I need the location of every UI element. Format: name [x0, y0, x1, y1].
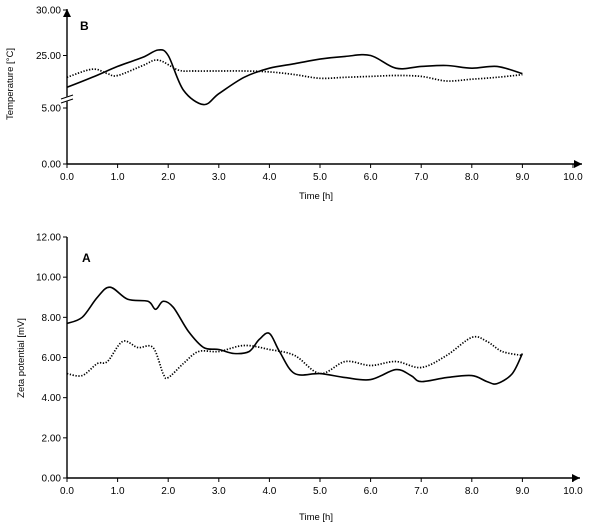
chart-b-x-tick-label-7: 7.0 — [414, 172, 428, 183]
chart-a-y-tick-label-0: 0.00 — [42, 474, 62, 485]
chart-b-y-tick-label-1: 5.00 — [42, 104, 62, 115]
chart-a-x-tick-label-0: 0.0 — [60, 486, 74, 497]
chart-b-y-tick-label-3: 30.00 — [36, 6, 61, 17]
chart-a-x-tick-label-6: 6.0 — [364, 486, 378, 497]
chart-a-x-tick-label-7: 7.0 — [414, 486, 428, 497]
chart-a-x-tick-label-9: 9.0 — [515, 486, 529, 497]
chart-b-panel-label: B — [80, 19, 89, 33]
chart-b: 0.0 1.0 2.0 3.0 4.0 5.0 6.0 7.0 8.0 9.0 10.0 0.00 5… — [5, 6, 583, 203]
chart-b-x-tick-label-5: 5.0 — [313, 172, 327, 183]
chart-b-x-tick-label-1: 1.0 — [111, 172, 125, 183]
chart-a-x-tick-label-10: 10.0 — [563, 486, 583, 497]
chart-a-y-tick-label-4: 8.00 — [42, 313, 62, 324]
chart-a-x-tick-label-1: 1.0 — [111, 486, 125, 497]
chart-b-x-tick-label-6: 6.0 — [364, 172, 378, 183]
chart-b-y-tick-label-2: 25.00 — [36, 51, 61, 62]
chart-a-y-tick-label-6: 12.00 — [36, 233, 61, 244]
chart-b-x-tick-label-2: 2.0 — [161, 172, 175, 183]
chart-b-x-axis-label: Time [h] — [299, 191, 333, 202]
chart-a-y-tick-label-5: 10.00 — [36, 273, 61, 284]
chart-b-x-tick-label-0: 0.0 — [60, 172, 74, 183]
chart-a: 0.0 1.0 2.0 3.0 4.0 5.0 6.0 7.0 8.0 9.0 10.0 0.00 2… — [16, 233, 583, 524]
chart-b-series-dotted — [66, 59, 523, 82]
chart-a-series-dotted — [66, 335, 523, 380]
chart-a-x-tick-label-4: 4.0 — [262, 486, 276, 497]
chart-a-x-axis-label: Time [h] — [299, 512, 333, 523]
chart-a-panel-label: A — [82, 251, 91, 265]
chart-b-x-tick-label-8: 8.0 — [465, 172, 479, 183]
chart-b-series-solid — [66, 48, 523, 106]
chart-a-y-tick-label-2: 4.00 — [42, 393, 62, 404]
chart-a-y-axis-label: Zeta potential [mV] — [16, 318, 27, 398]
chart-a-y-tick-label-1: 2.00 — [42, 433, 62, 444]
chart-a-x-tick-label-5: 5.0 — [313, 486, 327, 497]
chart-a-x-tick-label-2: 2.0 — [161, 486, 175, 497]
chart-a-x-tick-label-8: 8.0 — [465, 486, 479, 497]
chart-b-y-tick-label-0: 0.00 — [42, 160, 62, 171]
chart-a-x-tick-label-3: 3.0 — [212, 486, 226, 497]
chart-b-x-tick-label-10: 10.0 — [563, 172, 583, 183]
chart-b-axis-break — [59, 94, 75, 104]
chart-a-y-tick-label-3: 6.00 — [42, 353, 62, 364]
chart-b-y-axis-label: Temperature [°C] — [5, 48, 16, 120]
chart-a-series-solid — [66, 286, 524, 385]
chart-b-x-tick-label-9: 9.0 — [515, 172, 529, 183]
chart-b-x-tick-label-3: 3.0 — [212, 172, 226, 183]
chart-b-x-tick-label-4: 4.0 — [262, 172, 276, 183]
